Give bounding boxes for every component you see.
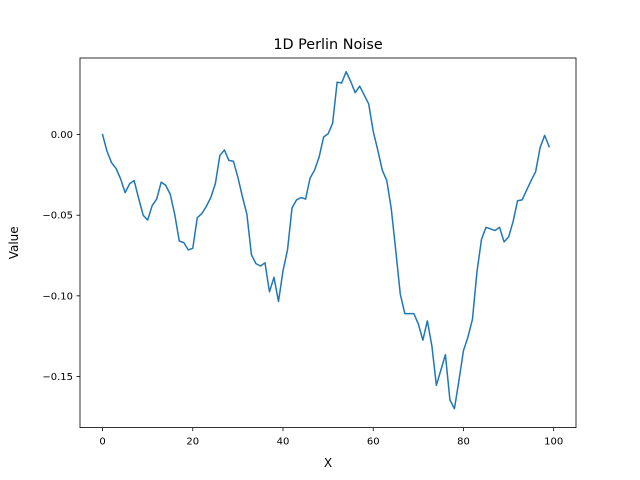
x-tick-label: 80 [457,437,470,448]
x-axis: 0 20 40 60 80 100 [99,427,563,448]
plot-area [101,70,551,410]
axes-frame [79,57,577,429]
y-tick-label: −0.10 [42,291,73,302]
series-line [101,70,551,410]
x-tick-label: 60 [367,437,380,448]
x-tick-label: 20 [186,437,199,448]
y-axis: 0.00 −0.05 −0.10 −0.15 [42,130,80,383]
x-tick-label: 100 [544,437,563,448]
x-axis-label: X [324,456,332,470]
y-tick-label: −0.15 [42,372,73,383]
chart-title: 1D Perlin Noise [273,37,383,53]
y-axis-label: Value [7,226,21,259]
y-tick-label: −0.05 [42,211,73,222]
y-tick-label: 0.00 [51,130,73,141]
x-tick-label: 0 [99,437,105,448]
x-tick-label: 40 [277,437,290,448]
